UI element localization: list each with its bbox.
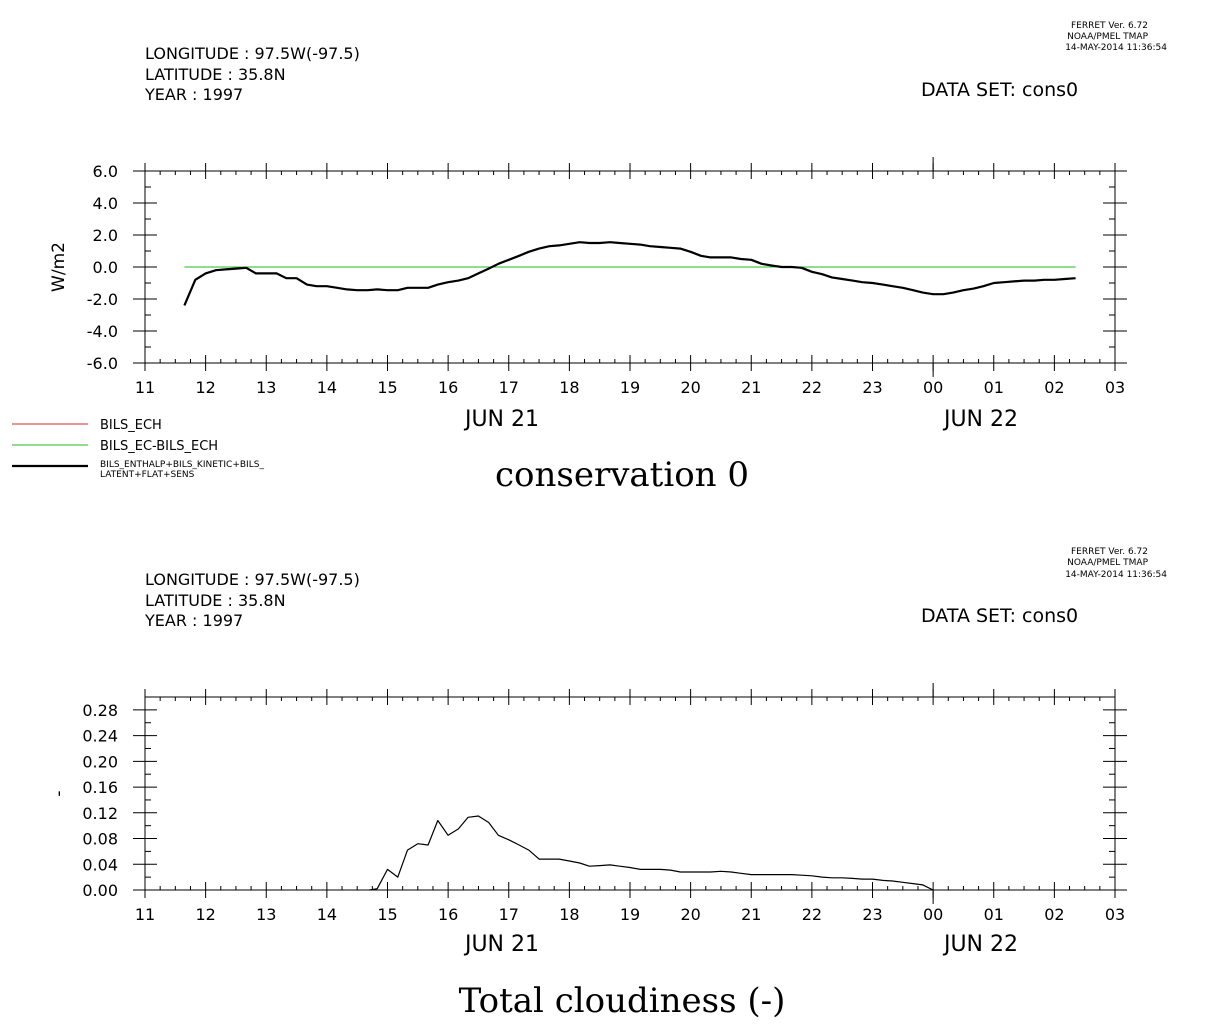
x-tick-label: 17: [499, 905, 519, 924]
x-tick-label: 01: [984, 905, 1004, 924]
ferret-date: 14-MAY-2014 11:36:54: [1065, 43, 1167, 53]
y-tick-label: 0.16: [82, 778, 118, 797]
x-tick-label: 20: [680, 905, 700, 924]
x-tick-label: 21: [741, 905, 761, 924]
chart-title-conservation: conservation 0: [495, 455, 749, 495]
y-axis-label: W/m2: [49, 242, 69, 292]
x-tick-label: 03: [1105, 905, 1125, 924]
x-tick-label: 19: [620, 905, 640, 924]
year-label: YEAR : 1997: [144, 611, 243, 630]
legend-label-bils-sum-line2: LATENT+FLAT+SENS: [100, 470, 195, 480]
x-tick-label: 14: [317, 905, 337, 924]
y-tick-label: 0.20: [82, 752, 118, 771]
x-tick-label: 12: [195, 378, 215, 397]
x-tick-label: 18: [559, 905, 579, 924]
plot-frame: [144, 696, 1116, 891]
panel-1-header: LONGITUDE : 97.5W(-97.5) LATITUDE : 35.8…: [144, 21, 1167, 104]
x-tick-label: 00: [923, 905, 943, 924]
y-tick-label: 0.0: [93, 258, 118, 277]
x-tick-label: 14: [317, 378, 337, 397]
x-tick-label: 02: [1044, 905, 1064, 924]
x-tick-label: 21: [741, 378, 761, 397]
date-label-jun22: JUN 22: [942, 407, 1018, 432]
panel-2-header: LONGITUDE : 97.5W(-97.5) LATITUDE : 35.8…: [144, 547, 1167, 630]
y-axis-label: -: [49, 790, 69, 796]
x-tick-label: 15: [377, 378, 397, 397]
legend-label-bils-ec-diff: BILS_EC-BILS_ECH: [100, 439, 218, 454]
y-tick-label: 2.0: [93, 226, 118, 245]
x-tick-label: 01: [984, 378, 1004, 397]
y-tick-label: 6.0: [93, 162, 118, 181]
series-line-0: [369, 815, 934, 891]
year-label: YEAR : 1997: [144, 85, 243, 104]
longitude-label: LONGITUDE : 97.5W(-97.5): [145, 570, 360, 589]
panel-1-date-labels: JUN 21 JUN 22: [463, 407, 1018, 432]
y-tick-label: -2.0: [87, 290, 118, 309]
x-tick-label: 13: [256, 378, 276, 397]
y-tick-label: 0.24: [82, 727, 118, 746]
x-tick-label: 19: [620, 378, 640, 397]
chart-title-total-cloudiness: Total cloudiness (-): [459, 981, 786, 1021]
x-tick-label: 00: [923, 378, 943, 397]
x-tick-label: 22: [802, 905, 822, 924]
x-tick-label: 03: [1105, 378, 1125, 397]
y-tick-label: 0.12: [82, 804, 118, 823]
latitude-label: LATITUDE : 35.8N: [145, 65, 286, 84]
x-tick-label: 18: [559, 378, 579, 397]
legend-label-bils-sum-line1: BILS_ENTHALP+BILS_KINETIC+BILS_: [100, 460, 264, 470]
y-tick-label: 0.08: [82, 830, 118, 849]
ferret-version: FERRET Ver. 6.72: [1071, 21, 1148, 31]
series-line-1: [183, 241, 1076, 306]
x-tick-label: 11: [135, 378, 155, 397]
ferret-org: NOAA/PMEL TMAP: [1067, 558, 1148, 568]
x-tick-label: 12: [195, 905, 215, 924]
x-tick-label: 02: [1044, 378, 1064, 397]
panel-2-plot: 11 12 13 14 15 16 17 18 19 20 21 22 23 00 01 02 03 0.28 0.…: [49, 683, 1127, 924]
x-tick-label: 15: [377, 905, 397, 924]
x-tick-label: 11: [135, 905, 155, 924]
y-tick-label: -4.0: [87, 322, 118, 341]
y-tick-label: 0.04: [82, 855, 118, 874]
longitude-label: LONGITUDE : 97.5W(-97.5): [145, 44, 360, 63]
latitude-label: LATITUDE : 35.8N: [145, 591, 286, 610]
x-tick-label: 16: [438, 378, 458, 397]
x-tick-label: 23: [862, 378, 882, 397]
date-label-jun22: JUN 22: [942, 932, 1018, 957]
x-tick-label: 13: [256, 905, 276, 924]
ferret-date: 14-MAY-2014 11:36:54: [1065, 570, 1167, 580]
date-label-jun21: JUN 21: [463, 407, 539, 432]
x-tick-label: 22: [802, 378, 822, 397]
panel-2-date-labels: JUN 21 JUN 22: [463, 932, 1018, 957]
x-tick-label: 17: [499, 378, 519, 397]
panel-1-plot: 11 12 13 14 15 16 17 18 19 20 21 22 23 00 01 02 03 6.0 4.0…: [49, 157, 1127, 397]
x-tick-label: 16: [438, 905, 458, 924]
dataset-label: DATA SET: cons0: [921, 605, 1078, 627]
ferret-version: FERRET Ver. 6.72: [1071, 547, 1148, 557]
y-tick-label: 0.28: [82, 701, 118, 720]
ferret-org: NOAA/PMEL TMAP: [1067, 32, 1148, 42]
x-tick-label: 23: [862, 905, 882, 924]
x-tick-label: 20: [680, 378, 700, 397]
date-label-jun21: JUN 21: [463, 932, 539, 957]
y-tick-label: 4.0: [93, 194, 118, 213]
y-tick-label: 0.00: [82, 881, 118, 900]
panel-1-legend: BILS_ECH BILS_EC-BILS_ECH BILS_ENTHALP+B…: [12, 418, 264, 480]
y-tick-label: -6.0: [87, 354, 118, 373]
legend-label-bils-ech: BILS_ECH: [100, 418, 162, 433]
dataset-label: DATA SET: cons0: [921, 79, 1078, 101]
